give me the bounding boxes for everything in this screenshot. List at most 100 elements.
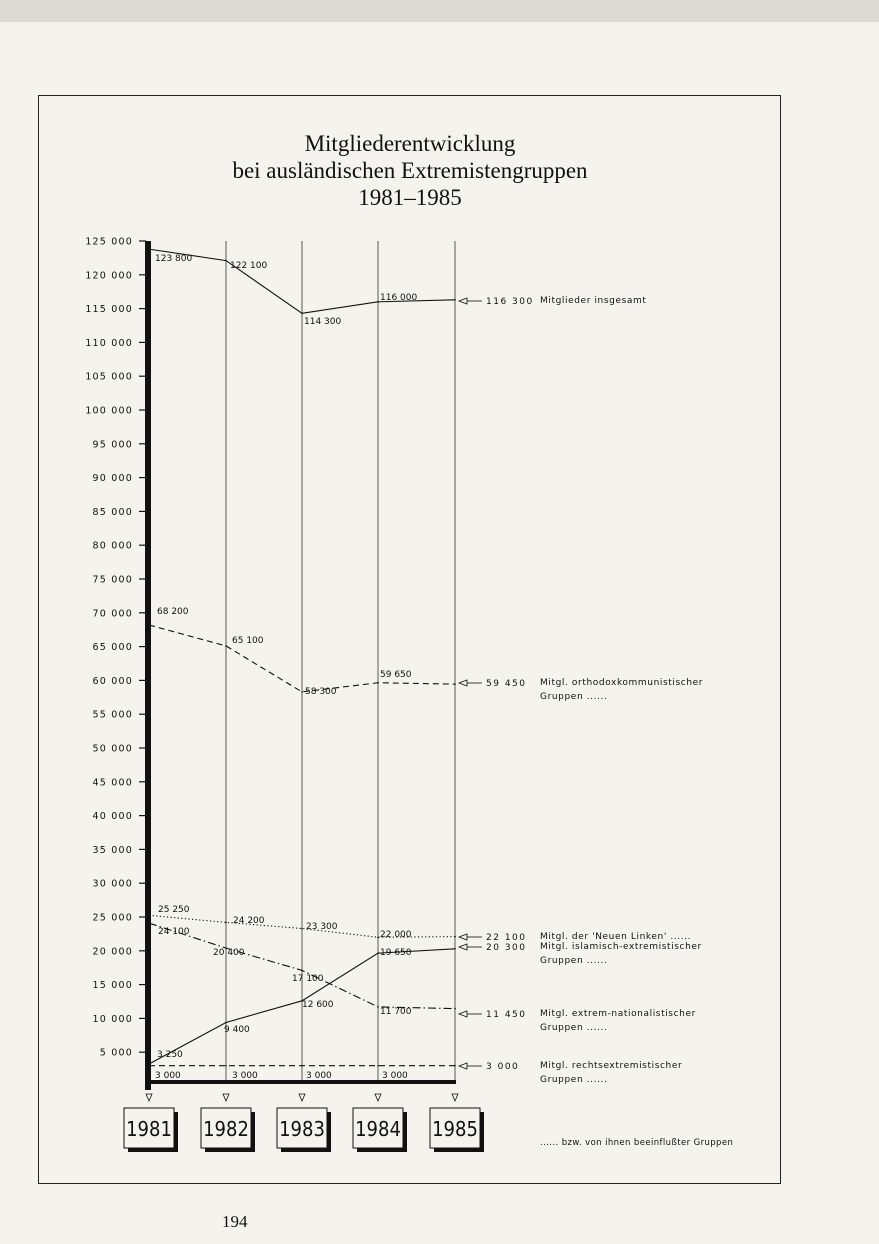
data-point (148, 1063, 150, 1065)
x-tick-label: 1982 (203, 1117, 249, 1141)
data-point (301, 1000, 303, 1002)
x-tick-label: 1984 (355, 1117, 401, 1141)
data-point (225, 1064, 227, 1067)
data-point (148, 922, 150, 924)
scan-edge (0, 0, 879, 22)
legend-entry: Mitglieder insgesamt (540, 296, 647, 306)
series-line (148, 914, 456, 938)
y-tick-label: 10 000 (93, 1014, 133, 1025)
year-marker (451, 1093, 459, 1103)
year-box (123, 1107, 175, 1149)
y-axis (145, 241, 151, 1090)
data-point (454, 1064, 456, 1067)
data-point (301, 927, 303, 930)
value-label: 68 200 (157, 607, 189, 617)
value-label: 65 100 (232, 636, 264, 646)
y-tick-label: 100 000 (85, 406, 133, 417)
arrow-head (457, 297, 468, 305)
y-tick-label: 25 000 (93, 913, 133, 924)
year-marker (374, 1093, 382, 1103)
value-label: 25 250 (158, 905, 190, 915)
y-tick-label: 30 000 (93, 879, 133, 890)
y-tick-label: 110 000 (85, 338, 133, 349)
data-point (377, 301, 379, 303)
data-point (454, 683, 456, 685)
data-point (148, 1064, 150, 1067)
data-point (377, 1064, 379, 1067)
value-label: 11 700 (380, 1007, 412, 1017)
y-tick-label: 40 000 (93, 811, 133, 822)
legend-entry: Mitgl. extrem-nationalistischer Gruppen … (540, 1009, 696, 1033)
value-label: 3 000 (486, 1062, 519, 1072)
y-tick-label: 65 000 (93, 642, 133, 653)
value-label: 3 000 (232, 1071, 258, 1081)
data-point (377, 936, 379, 939)
y-tick-label: 20 000 (93, 946, 133, 957)
data-point (225, 947, 227, 949)
year-marker (145, 1093, 153, 1103)
arrow-head (457, 1010, 468, 1018)
data-point (454, 935, 456, 938)
data-point (301, 969, 303, 972)
year-marker (222, 1093, 230, 1103)
y-tick-label: 45 000 (93, 777, 133, 788)
y-tick-label: 105 000 (85, 372, 133, 383)
chart-title: 1981–1985 (358, 185, 462, 210)
x-tick-label: 1985 (432, 1117, 478, 1141)
value-label: 3 000 (306, 1071, 332, 1081)
arrow-head (457, 943, 468, 951)
data-point (301, 1064, 303, 1067)
value-label: 23 300 (306, 922, 338, 932)
y-tick-label: 115 000 (85, 304, 133, 315)
series-line (148, 624, 456, 693)
legend-entry: Mitgl. der 'Neuen Linken' ...... (540, 932, 692, 942)
y-tick-label: 60 000 (93, 676, 133, 687)
value-label: 12 600 (302, 1000, 334, 1010)
x-axis (145, 1080, 456, 1084)
y-tick-label: 85 000 (93, 507, 133, 518)
y-tick-label: 80 000 (93, 541, 133, 552)
year-box (200, 1107, 252, 1149)
value-label: 123 800 (155, 254, 192, 264)
data-point (148, 624, 150, 626)
x-tick-label: 1981 (126, 1117, 172, 1141)
data-point (301, 691, 303, 693)
footnote: ...... bzw. von ihnen beeinflußter Grupp… (540, 1138, 734, 1148)
data-point (148, 248, 150, 250)
frame (38, 95, 781, 1184)
data-point (454, 1007, 456, 1010)
value-label: 9 400 (224, 1025, 250, 1035)
legend-entry: Mitgl. orthodoxkommunistischer Gruppen .… (540, 678, 704, 702)
data-point (225, 1021, 227, 1024)
value-label: 116 300 (486, 297, 534, 307)
arrow-head (457, 1062, 468, 1070)
x-tick-label: 1983 (279, 1117, 325, 1141)
value-label: 17 100 (292, 974, 324, 984)
page-number: 194 (222, 1212, 248, 1231)
value-label: 22 000 (380, 930, 412, 940)
value-label: 58 300 (305, 687, 337, 697)
data-point (301, 312, 303, 315)
data-point (454, 299, 456, 301)
data-point (377, 1006, 379, 1008)
data-point (225, 645, 227, 647)
data-point (225, 259, 227, 262)
legend-entry: Mitgl. rechtsextremistischer Gruppen ...… (540, 1061, 683, 1085)
value-label: 20 400 (213, 948, 245, 958)
value-label: 11 450 (486, 1010, 527, 1020)
data-point (148, 914, 150, 917)
legend-entry: Mitgl. islamisch-extremistischer Gruppen… (540, 942, 702, 966)
value-label: 59 650 (380, 670, 412, 680)
value-label: 114 300 (304, 317, 341, 327)
value-label: 59 450 (486, 679, 527, 689)
y-tick-label: 50 000 (93, 744, 133, 755)
arrow-head (457, 679, 468, 687)
value-label: 22 100 (486, 933, 527, 943)
data-point (377, 681, 379, 684)
data-point (377, 952, 379, 954)
chart-title: Mitgliederentwicklung (305, 131, 516, 156)
value-label: 20 300 (486, 943, 527, 953)
y-tick-label: 120 000 (85, 270, 133, 281)
year-box (276, 1107, 328, 1149)
